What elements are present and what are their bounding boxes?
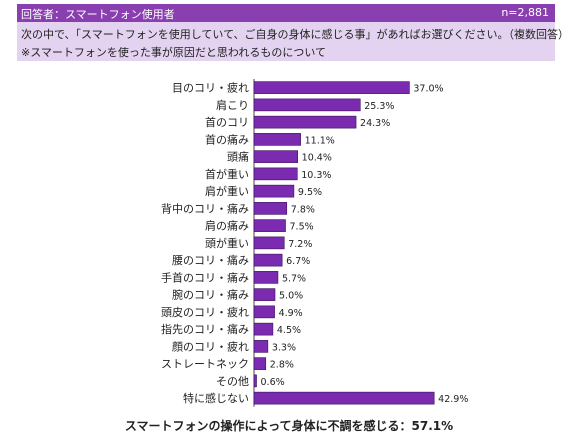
category-label: 肩こり <box>216 98 249 112</box>
value-label: 10.3% <box>301 170 331 181</box>
respondent-header: 回答者：スマートフォン使用者 n=2,881 <box>17 4 555 22</box>
category-label: 特に感じない <box>183 391 249 405</box>
value-label: 2.8% <box>270 360 294 371</box>
bar <box>253 322 274 336</box>
bar <box>253 236 285 250</box>
category-label: 腰のコリ・痛み <box>172 253 249 267</box>
sample-size: n=2,881 <box>501 6 549 19</box>
value-label: 37.0% <box>413 84 443 95</box>
value-label: 4.5% <box>277 325 301 336</box>
respondent-label: 回答者：スマートフォン使用者 <box>21 8 175 21</box>
value-label: 42.9% <box>438 394 468 405</box>
bar <box>253 184 295 198</box>
category-label: ストレートネック <box>161 358 249 371</box>
category-label: 腕のコリ・痛み <box>172 288 249 302</box>
value-label: 7.2% <box>288 239 312 250</box>
category-label: 背中のコリ・痛み <box>161 201 249 215</box>
bar <box>253 98 361 112</box>
category-label: 肩が重い <box>205 184 249 198</box>
value-label: 5.0% <box>279 291 303 302</box>
question-box: 次の中で、「スマートフォンを使用していて、ご自身の身体に感じる事」があればお選び… <box>17 22 569 61</box>
value-label: 9.5% <box>298 187 322 198</box>
category-label: 首の痛み <box>205 132 249 146</box>
bar <box>253 271 279 284</box>
question-text: 次の中で、「スマートフォンを使用していて、ご自身の身体に感じる事」があればお選び… <box>21 28 570 41</box>
category-label: 頭皮のコリ・疲れ <box>161 305 249 319</box>
value-label: 25.3% <box>364 101 394 112</box>
value-label: 0.6% <box>261 377 285 388</box>
bar <box>253 288 276 301</box>
category-label: 顔のコリ・疲れ <box>172 339 249 353</box>
bar <box>253 167 298 181</box>
category-label: 頭痛 <box>227 150 249 164</box>
bar <box>253 340 269 353</box>
bar <box>253 115 357 129</box>
bar <box>253 133 301 146</box>
category-label: 目のコリ・疲れ <box>172 81 249 95</box>
value-label: 6.7% <box>286 256 310 267</box>
category-label: 頭が重い <box>205 236 249 250</box>
bar <box>253 357 267 370</box>
question-note: ※スマートフォンを使った事が原因だと思われるものについて <box>21 46 327 59</box>
bar <box>253 374 257 388</box>
bar <box>253 202 288 215</box>
summary-text: スマートフォンの操作によって身体に不調を感じる：57.1% <box>124 419 454 433</box>
category-label: 首が重い <box>205 167 249 181</box>
value-label: 3.3% <box>272 342 296 353</box>
bar <box>253 219 286 232</box>
category-label: 指先のコリ・痛み <box>161 322 249 336</box>
value-label: 24.3% <box>360 118 390 129</box>
bar <box>253 305 275 319</box>
category-label: その他 <box>216 375 249 388</box>
value-label: 10.4% <box>302 153 332 164</box>
bar <box>253 150 298 163</box>
value-label: 4.9% <box>279 308 303 319</box>
bar <box>253 391 435 405</box>
category-label: 肩の痛み <box>205 219 249 233</box>
bar <box>253 81 410 94</box>
category-label: 手首のコリ・痛み <box>161 270 249 284</box>
bar <box>253 253 283 267</box>
value-label: 5.7% <box>282 273 306 284</box>
value-label: 7.5% <box>290 222 314 233</box>
value-label: 7.8% <box>291 204 315 215</box>
category-label: 首のコリ <box>205 115 249 129</box>
value-label: 11.1% <box>305 135 335 146</box>
